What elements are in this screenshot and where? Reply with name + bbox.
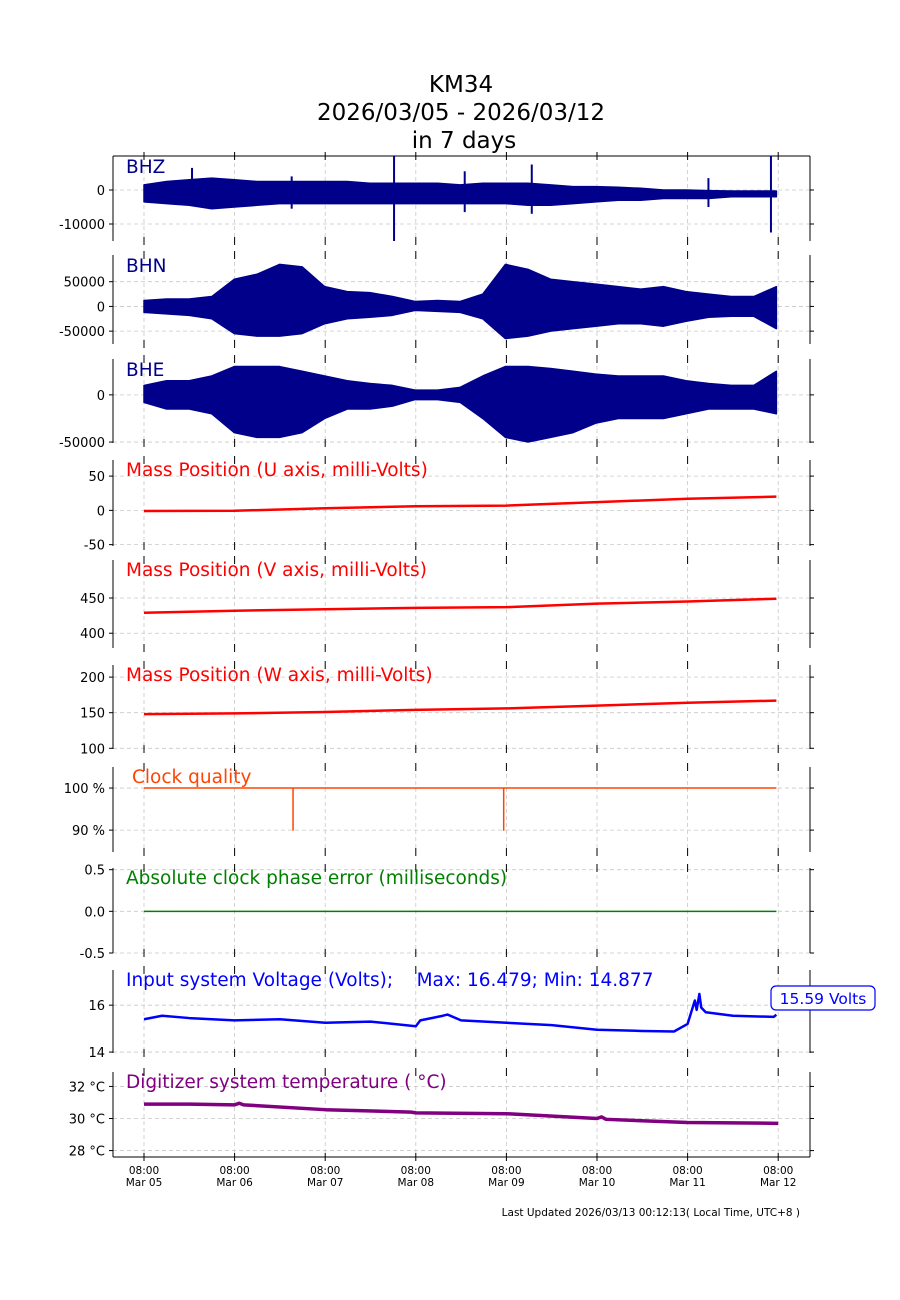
x-tick-label-time: 08:00 bbox=[763, 1165, 793, 1177]
y-tick-label: 28 °C bbox=[69, 1145, 105, 1160]
y-tick-label: -50000 bbox=[59, 325, 105, 340]
y-tick-label: 100 bbox=[80, 742, 105, 757]
panel-label: Clock quality bbox=[132, 767, 251, 788]
x-tick-label-time: 08:00 bbox=[491, 1165, 521, 1177]
y-tick-label: 0.0 bbox=[84, 905, 105, 920]
y-tick-label: 400 bbox=[80, 627, 105, 642]
y-tick-label: 50 bbox=[88, 470, 105, 485]
voltage-annotation: 15.59 Volts bbox=[770, 985, 876, 1011]
panel-label: Input system Voltage (Volts); Max: 16.47… bbox=[126, 970, 653, 991]
annotation-box bbox=[770, 985, 876, 1011]
panel-label: BHZ bbox=[126, 157, 165, 178]
panel-label: Digitizer system temperature ( °C) bbox=[126, 1072, 447, 1093]
y-tick-label: 32 °C bbox=[69, 1080, 105, 1095]
panel-clock-quality: 100 % 90 % Clock quality bbox=[64, 763, 814, 856]
waveform-envelope bbox=[143, 263, 778, 340]
panel-label: BHE bbox=[126, 360, 164, 381]
y-tick-label: 0 bbox=[97, 184, 105, 199]
y-tick-label: -0.5 bbox=[80, 947, 105, 962]
x-tick-label-date: Mar 11 bbox=[669, 1177, 706, 1189]
panel-bhn: 50000 0 -50000 BHN bbox=[59, 251, 814, 348]
y-tick-label: 16 bbox=[88, 999, 105, 1014]
panel-digitizer-temperature: 32 °C 30 °C 28 °C Digitizer system temperat… bbox=[69, 1068, 814, 1161]
y-tick-label: 100 % bbox=[64, 782, 105, 797]
y-tick-label: 0 bbox=[97, 389, 105, 404]
x-tick-label-time: 08:00 bbox=[310, 1165, 340, 1177]
panel-mass-u: 50 0 -50 Mass Position (U axis, milli-Volts… bbox=[84, 456, 814, 554]
y-tick-label: -50 bbox=[84, 539, 105, 554]
panel-bhz: 0 -10000 BHZ bbox=[59, 152, 814, 245]
series-line bbox=[143, 699, 777, 716]
chart-title-duration: in 7 days bbox=[412, 128, 517, 154]
x-tick-label-time: 08:00 bbox=[401, 1165, 431, 1177]
panel-mass-v: 450 400 Mass Position (V axis, milli-Volts… bbox=[80, 556, 814, 652]
x-tick-label-date: Mar 09 bbox=[488, 1177, 525, 1189]
x-tick-label-time: 08:00 bbox=[219, 1165, 249, 1177]
y-tick-label: 90 % bbox=[72, 824, 105, 839]
x-tick-label-time: 08:00 bbox=[582, 1165, 612, 1177]
panel-input-voltage: 16 14 Input system Voltage (Volts); Max: 1… bbox=[88, 966, 876, 1061]
x-tick-label-time: 08:00 bbox=[129, 1165, 159, 1177]
y-tick-label: 0.5 bbox=[84, 864, 105, 879]
chart-title-range: 2026/03/05 - 2026/03/12 bbox=[317, 100, 605, 126]
x-tick-label-date: Mar 06 bbox=[216, 1177, 253, 1189]
waveform-envelope bbox=[143, 177, 778, 210]
y-tick-label: 200 bbox=[80, 671, 105, 686]
y-tick-label: 150 bbox=[80, 707, 105, 722]
y-tick-label: 50000 bbox=[64, 276, 105, 291]
x-tick-label-time: 08:00 bbox=[672, 1165, 702, 1177]
waveform-envelope bbox=[143, 365, 778, 443]
panel-label: Absolute clock phase error (milliseconds… bbox=[126, 868, 507, 889]
panel-bhe: 0 -50000 BHE bbox=[59, 355, 814, 451]
series-line bbox=[143, 597, 777, 615]
x-tick-label-date: Mar 05 bbox=[126, 1177, 163, 1189]
y-tick-label: -10000 bbox=[59, 218, 105, 233]
y-tick-label: -50000 bbox=[59, 436, 105, 451]
chart-title-station: KM34 bbox=[429, 72, 493, 98]
y-tick-label: 30 °C bbox=[69, 1113, 105, 1128]
x-tick-label-date: Mar 07 bbox=[307, 1177, 344, 1189]
y-tick-label: 14 bbox=[88, 1046, 105, 1061]
series-line bbox=[144, 787, 777, 831]
panel-mass-w: 200 150 100 Mass Position (W axis, milli-Vo… bbox=[80, 661, 814, 757]
panel-clock-phase-error: 0.5 0.0 -0.5 Absolute clock phase error (mi… bbox=[80, 864, 814, 962]
panel-label: Mass Position (W axis, milli-Volts) bbox=[126, 665, 433, 686]
series-line bbox=[143, 992, 778, 1033]
x-tick-label-date: Mar 10 bbox=[579, 1177, 616, 1189]
panel-label: Mass Position (U axis, milli-Volts) bbox=[126, 460, 428, 481]
y-tick-label: 0 bbox=[97, 300, 105, 315]
annotation-text: 15.59 Volts bbox=[780, 990, 867, 1008]
y-tick-label: 0 bbox=[97, 504, 105, 519]
panel-label: BHN bbox=[126, 256, 166, 277]
series-line bbox=[144, 1101, 779, 1126]
series-line bbox=[143, 495, 777, 513]
x-tick-label-date: Mar 08 bbox=[398, 1177, 435, 1189]
x-tick-label-date: Mar 12 bbox=[760, 1177, 797, 1189]
last-updated-footer: Last Updated 2026/03/13 00:12:13( Local … bbox=[502, 1207, 800, 1219]
panel-label: Mass Position (V axis, milli-Volts) bbox=[126, 560, 427, 581]
y-tick-label: 450 bbox=[80, 592, 105, 607]
